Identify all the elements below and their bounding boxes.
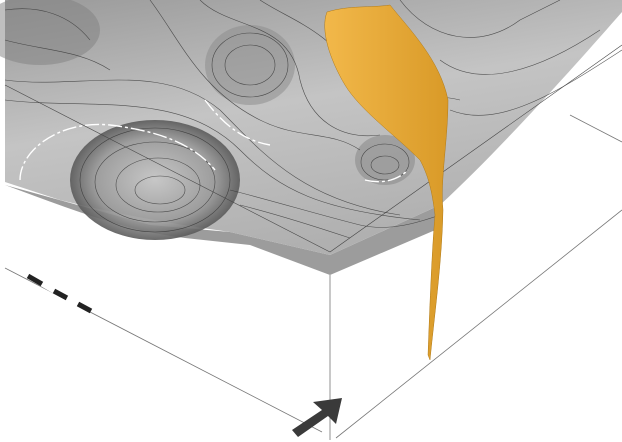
box-edge-top [329,44,622,253]
scale-bar [26,273,93,314]
fault-surface [324,4,449,361]
depression [0,0,100,65]
box-edge-top [4,84,331,253]
depression [205,25,295,105]
contour-highlight [19,99,409,183]
depression [355,135,415,185]
direction-arrow [292,398,342,437]
